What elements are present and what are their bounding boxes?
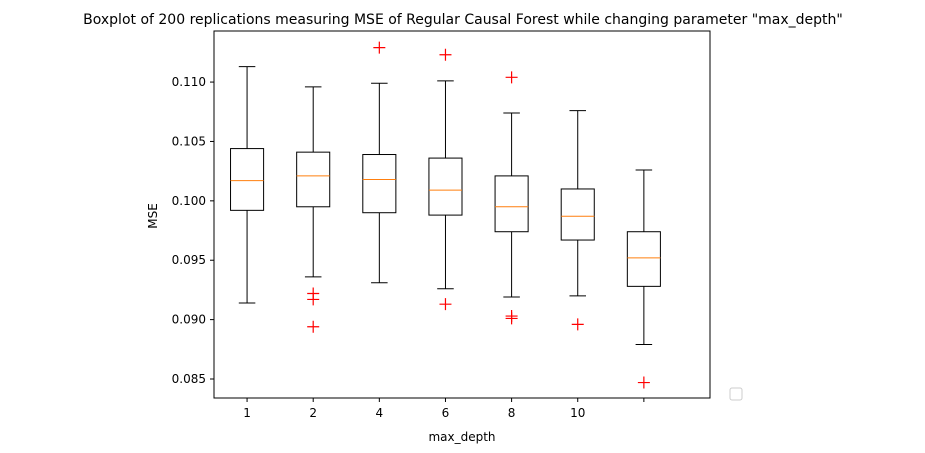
outlier-marker bbox=[307, 293, 320, 306]
legend-box bbox=[729, 387, 743, 401]
y-tick-label: 0.085 bbox=[172, 372, 206, 386]
outlier-marker bbox=[373, 41, 386, 54]
y-axis-label: MSE bbox=[146, 203, 160, 229]
box-iqr bbox=[230, 148, 265, 211]
box-iqr bbox=[626, 231, 661, 287]
box-iqr bbox=[362, 154, 397, 214]
x-tick-label: 1 bbox=[243, 406, 251, 420]
outlier-marker bbox=[439, 298, 452, 311]
x-tick-label: 8 bbox=[508, 406, 516, 420]
box-iqr bbox=[494, 175, 529, 233]
y-tick-label: 0.110 bbox=[172, 75, 206, 89]
outlier-marker bbox=[505, 71, 518, 84]
x-tick-label: 10 bbox=[570, 406, 585, 420]
outlier-marker bbox=[505, 312, 518, 325]
chart-title: Boxplot of 200 replications measuring MS… bbox=[83, 12, 843, 28]
outlier-marker bbox=[307, 320, 320, 333]
plot-frame bbox=[213, 30, 711, 399]
box-iqr bbox=[296, 151, 331, 208]
y-tick-label: 0.095 bbox=[172, 253, 206, 267]
y-tick-label: 0.090 bbox=[172, 313, 206, 327]
x-tick-label: 4 bbox=[376, 406, 384, 420]
plot-area: 0.085 0.090 0.095 0.100 0.105 0.110 1 2 4 6 8 10 bbox=[172, 30, 711, 420]
box-iqr bbox=[560, 188, 595, 241]
x-axis-label: max_depth bbox=[428, 430, 495, 444]
box-iqr bbox=[428, 157, 463, 216]
y-tick-label: 0.105 bbox=[172, 134, 206, 148]
outlier-marker bbox=[439, 48, 452, 61]
outlier-marker bbox=[637, 376, 650, 389]
x-tick-label: 6 bbox=[442, 406, 450, 420]
x-tick-label: 2 bbox=[309, 406, 317, 420]
outlier-marker bbox=[571, 318, 584, 331]
y-tick-label: 0.100 bbox=[172, 194, 206, 208]
